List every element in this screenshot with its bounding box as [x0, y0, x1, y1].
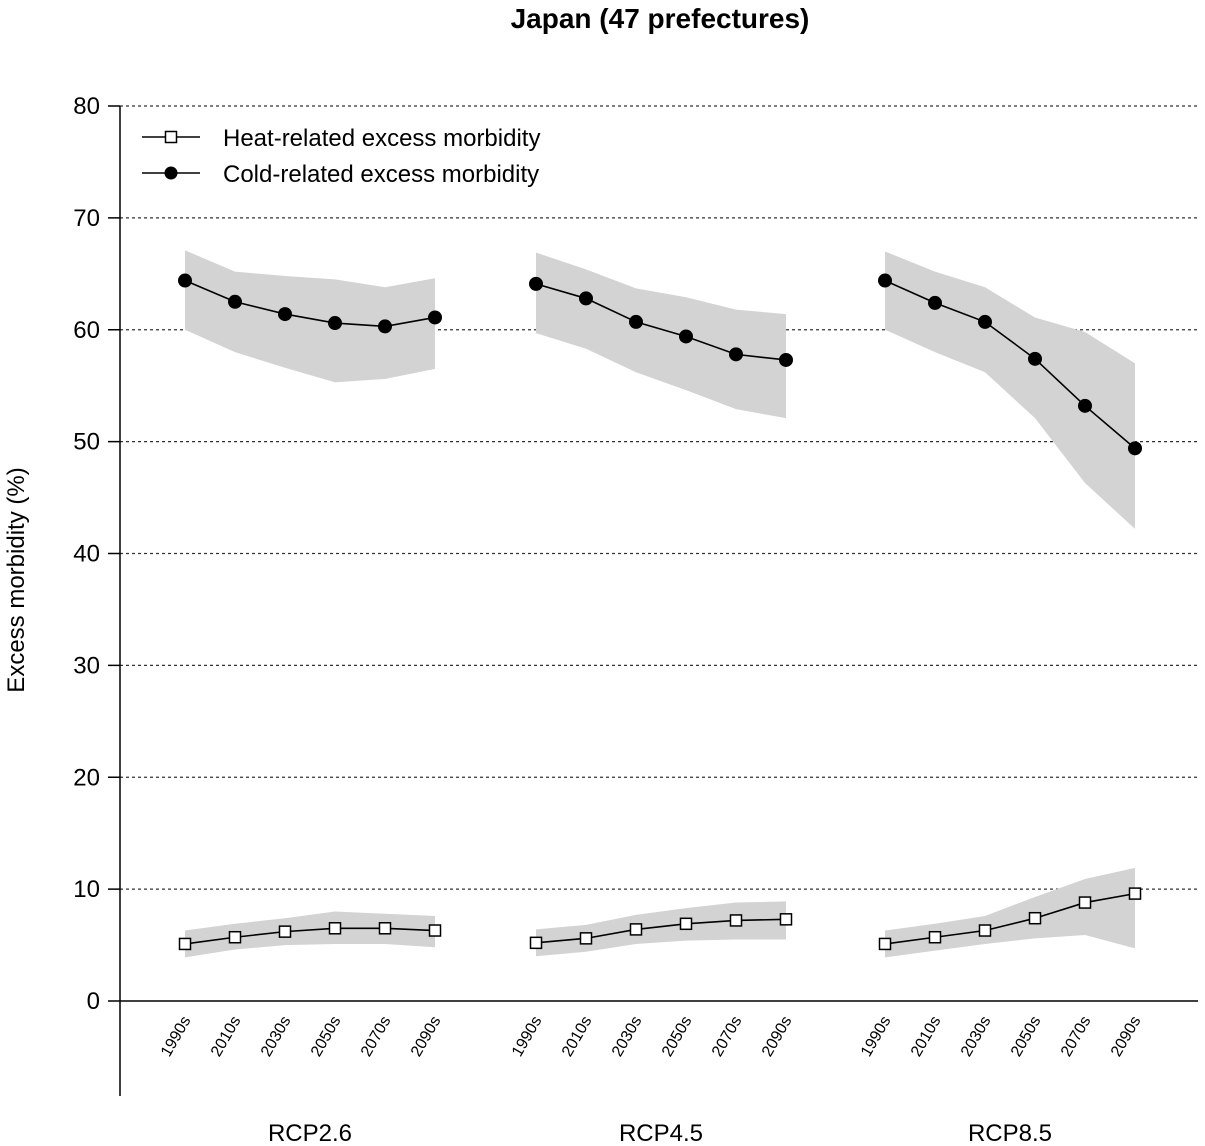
data-point-cold [328, 316, 342, 331]
data-point-cold [428, 310, 442, 325]
data-point-heat [1028, 911, 1042, 925]
chart-title: Japan (47 prefectures) [511, 3, 810, 34]
series-line [184, 927, 436, 945]
data-point-heat [378, 922, 392, 935]
y-tick-label: 40 [73, 541, 100, 568]
x-axis-labels: 1990s 2010s 2030s 2050s 2070s 2090s RCP2.6 1990… [158, 1014, 1145, 1146]
data-point-heat [1078, 896, 1092, 909]
y-tick-label: 20 [73, 764, 100, 791]
group-label: RCP8.5 [968, 1120, 1052, 1146]
confidence-band [536, 252, 786, 419]
y-axis: 0 10 20 30 40 50 60 70 80 [73, 93, 121, 1096]
group-label: RCP4.5 [619, 1120, 703, 1146]
data-point-cold [529, 276, 543, 291]
confidence-band [536, 901, 786, 957]
confidence-band [885, 867, 1135, 958]
gridlines [120, 105, 1198, 1002]
x-tick-label: 2090s [408, 1014, 445, 1060]
data-point-heat [928, 930, 942, 944]
data-point-heat [729, 914, 743, 927]
y-tick-label: 80 [73, 93, 100, 120]
x-tick-label: 2010s [559, 1014, 596, 1060]
confidence-band [185, 250, 435, 383]
x-tick-label: 2070s [709, 1014, 746, 1060]
data-point-cold [729, 347, 743, 362]
series-lines [178, 273, 1142, 951]
data-point-cold [579, 291, 593, 306]
data-point-heat [978, 924, 992, 937]
y-tick-label: 0 [87, 988, 100, 1015]
x-tick-label: 2090s [1108, 1014, 1145, 1060]
data-point-heat [1128, 887, 1142, 900]
x-tick-label: 2010s [908, 1014, 945, 1060]
data-point-cold [978, 314, 992, 329]
data-point-cold [679, 329, 693, 344]
confidence-bands [185, 250, 1135, 958]
data-point-cold [278, 307, 292, 322]
series-line [884, 892, 1136, 945]
series-line [884, 279, 1136, 449]
data-point-cold [928, 295, 942, 310]
series-line [535, 283, 787, 361]
data-point-cold [1028, 351, 1042, 366]
x-tick-label: 2030s [958, 1014, 995, 1060]
data-point-heat [878, 937, 892, 951]
x-tick-label: 1990s [858, 1014, 895, 1060]
x-tick-label: 1990s [158, 1014, 195, 1060]
y-axis-title: Excess morbidity (%) [3, 467, 30, 692]
confidence-band [885, 251, 1135, 529]
data-point-heat [629, 923, 643, 936]
group-label: RCP2.6 [268, 1120, 352, 1146]
x-tick-label: 2030s [258, 1014, 295, 1060]
x-tick-label: 2070s [1058, 1014, 1095, 1060]
data-point-cold [1128, 441, 1142, 456]
series-line [184, 279, 436, 328]
y-tick-label: 10 [73, 876, 100, 903]
data-point-cold [629, 314, 643, 329]
data-point-heat [779, 913, 793, 926]
legend-marker-heat [164, 130, 178, 144]
x-tick-label: 2050s [1008, 1014, 1045, 1060]
x-tick-label: 2050s [659, 1014, 696, 1060]
data-point-heat [579, 932, 593, 945]
data-point-heat [178, 937, 192, 951]
confidence-band [185, 911, 435, 958]
legend-marker-cold [164, 166, 178, 180]
data-point-heat [529, 936, 543, 950]
data-point-heat [679, 917, 693, 931]
series-line [535, 918, 787, 944]
legend-label: Heat-related excess morbidity [223, 125, 540, 152]
data-point-cold [1078, 398, 1092, 413]
x-tick-label: 1990s [509, 1014, 546, 1060]
data-point-cold [378, 319, 392, 334]
y-tick-label: 30 [73, 652, 100, 679]
data-point-cold [878, 273, 892, 288]
y-tick-label: 50 [73, 429, 100, 456]
y-tick-label: 70 [73, 205, 100, 232]
data-point-heat [428, 924, 442, 937]
x-tick-label: 2050s [308, 1014, 345, 1060]
data-point-heat [328, 922, 342, 935]
data-point-heat [278, 925, 292, 938]
legend-label: Cold-related excess morbidity [223, 161, 539, 188]
data-point-heat [228, 930, 242, 944]
y-tick-label: 60 [73, 317, 100, 344]
legend: Heat-related excess morbidity Cold-relate… [142, 125, 540, 188]
data-point-cold [779, 352, 793, 367]
x-tick-label: 2030s [609, 1014, 646, 1060]
data-point-cold [178, 273, 192, 288]
data-point-cold [228, 294, 242, 309]
x-tick-label: 2090s [759, 1014, 796, 1060]
x-tick-label: 2010s [208, 1014, 245, 1060]
x-tick-label: 2070s [358, 1014, 395, 1060]
